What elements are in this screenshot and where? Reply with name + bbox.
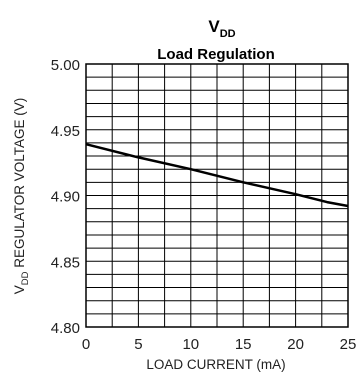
y-tick-labels: 5.00 4.95 4.90 4.85 4.80 — [51, 57, 80, 337]
y-tick-label: 4.85 — [51, 254, 80, 271]
x-tick-label: 0 — [82, 336, 90, 353]
y-axis-label-pre: V — [12, 285, 27, 294]
y-tick-label: 4.90 — [51, 189, 80, 206]
x-tick-labels: 0 5 10 15 20 25 — [82, 336, 357, 353]
series-line — [85, 142, 349, 208]
chart-title-subscript: DD — [220, 28, 236, 40]
grid — [86, 64, 348, 327]
y-axis-label-post: REGULATOR VOLTAGE (V) — [12, 98, 27, 272]
chart-title-main: V — [208, 17, 220, 36]
y-tick-label: 4.95 — [51, 123, 80, 140]
y-tick-label: 4.80 — [51, 320, 80, 337]
chart-title: VDD — [208, 17, 235, 40]
x-tick-label: 25 — [340, 336, 357, 353]
x-tick-label: 10 — [182, 336, 199, 353]
y-tick-label: 5.00 — [51, 57, 80, 74]
y-axis-label-subscript: DD — [20, 271, 31, 285]
x-tick-label: 20 — [287, 336, 304, 353]
chart-title-line2: Load Regulation — [157, 46, 275, 63]
x-tick-label: 15 — [235, 336, 252, 353]
x-tick-label: 5 — [134, 336, 142, 353]
x-axis-label: LOAD CURRENT (mA) — [146, 357, 285, 372]
plot-frame — [85, 63, 349, 328]
y-axis-label: VDD REGULATOR VOLTAGE (V) — [12, 98, 31, 295]
